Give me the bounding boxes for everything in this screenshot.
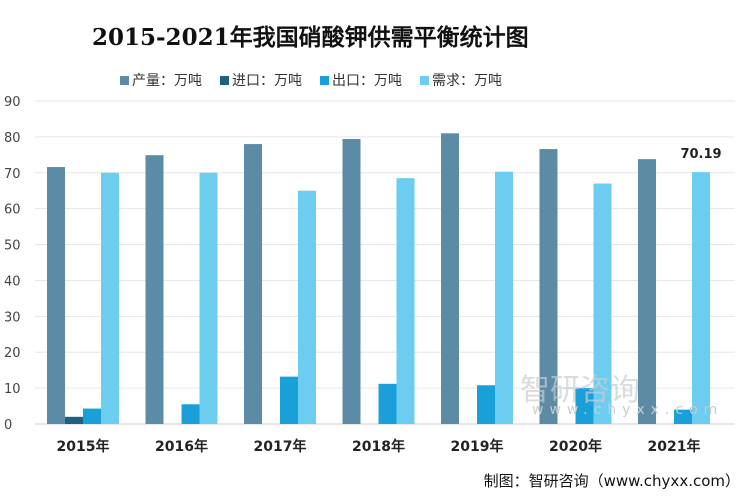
x-tick-label: 2019年	[451, 438, 504, 455]
bar-2-5	[575, 388, 594, 424]
legend-item: 出口：万吨	[320, 70, 402, 90]
legend-label: 产量：万吨	[132, 73, 202, 89]
watermark-logo: 智研咨询	[520, 373, 640, 408]
bar-2-1	[181, 404, 200, 424]
y-tick-label: 0	[4, 418, 12, 433]
x-tick-label: 2020年	[549, 438, 602, 455]
x-tick-label: 2017年	[254, 438, 307, 455]
legend-label: 出口：万吨	[332, 73, 402, 89]
bar-0-0	[47, 167, 65, 424]
bar-3-5	[593, 183, 612, 424]
bar-0-5	[539, 149, 558, 424]
y-tick-label: 20	[4, 346, 21, 361]
y-tick-label: 10	[4, 382, 21, 397]
y-tick-label: 70	[4, 167, 21, 182]
data-label: 70.19	[680, 147, 721, 162]
y-tick-label: 90	[4, 95, 21, 110]
bar-3-2	[298, 190, 316, 424]
legend-swatch	[220, 75, 229, 85]
y-tick-label: 50	[4, 239, 21, 254]
bar-3-0	[101, 172, 119, 424]
bar-3-6	[692, 172, 710, 424]
bar-2-6	[674, 409, 692, 424]
y-tick-label: 80	[4, 131, 21, 146]
x-tick-label: 2018年	[352, 438, 405, 455]
legend-label: 进口：万吨	[232, 73, 302, 89]
bar-2-2	[280, 376, 298, 424]
bar-3-1	[199, 172, 218, 424]
y-tick-label: 40	[4, 274, 21, 289]
legend-label: 需求：万吨	[432, 73, 502, 89]
bar-0-2	[244, 144, 262, 425]
bar-0-4	[441, 133, 459, 425]
x-tick-label: 2016年	[155, 438, 208, 455]
legend: 产量：万吨 进口：万吨 出口：万吨 需求：万吨	[120, 70, 502, 90]
source-credit: 制图：智研咨询（www.chyxx.com）	[483, 472, 740, 490]
x-tick-label: 2021年	[648, 438, 701, 455]
legend-swatch	[120, 75, 129, 85]
x-tick-label: 2015年	[57, 438, 110, 455]
bar-0-3	[342, 139, 361, 424]
legend-swatch	[420, 75, 429, 85]
bar-0-6	[638, 159, 656, 424]
legend-item: 进口：万吨	[220, 70, 302, 90]
bar-2-3	[378, 383, 397, 424]
legend-swatch	[320, 75, 329, 85]
legend-item: 产量：万吨	[120, 70, 202, 90]
chart-title: 2015-2021年我国硝酸钾供需平衡统计图	[92, 24, 529, 51]
watermark-url: www.chyxx.com	[532, 402, 724, 418]
y-tick-label: 60	[4, 203, 21, 218]
legend-item: 需求：万吨	[420, 70, 502, 90]
bar-1-0	[65, 416, 83, 424]
y-tick-label: 30	[4, 310, 21, 325]
bar-0-1	[145, 155, 164, 425]
bar-3-3	[396, 178, 415, 424]
bar-3-4	[495, 171, 513, 424]
bar-2-0	[83, 408, 101, 424]
bar-2-4	[477, 385, 495, 424]
